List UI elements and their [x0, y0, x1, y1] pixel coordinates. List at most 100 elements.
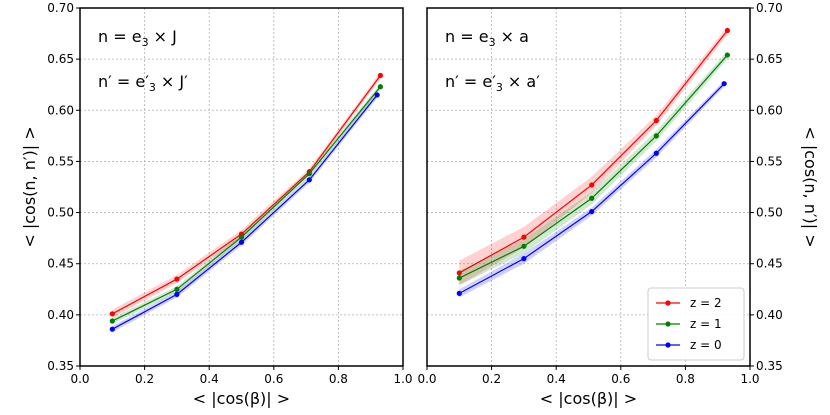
- data-point: [653, 117, 659, 124]
- y-tick-label: 0.60: [47, 103, 74, 117]
- data-point: [374, 92, 380, 98]
- series-z0: [109, 91, 380, 333]
- y-tick-label: 0.45: [756, 257, 783, 271]
- y-axis-label: < |cos(n, n′)| >: [20, 126, 39, 247]
- legend-label: z = 0: [690, 338, 722, 352]
- data-point: [306, 177, 312, 183]
- formula-line-1: n = e3 × J: [98, 27, 177, 49]
- x-tick-label: 1.0: [740, 372, 759, 386]
- x-tick-label: 0.8: [329, 372, 348, 386]
- formula-rhs: × a: [496, 27, 529, 46]
- x-axis-label: < |cos(β)| >: [540, 389, 637, 408]
- series-line: [112, 86, 381, 322]
- legend-label: z = 2: [690, 296, 722, 310]
- y-axis-label: < |cos(n, n′)| >: [801, 126, 820, 247]
- legend-marker: [665, 321, 671, 327]
- y-tick-label: 0.55: [756, 154, 783, 168]
- y-tick-label: 0.70: [47, 1, 74, 15]
- x-tick-label: 0.4: [200, 372, 219, 386]
- legend-item: z = 2: [656, 296, 722, 310]
- y-tick-label: 0.50: [47, 206, 74, 220]
- data-point: [521, 243, 527, 249]
- plot-frame: [426, 7, 751, 367]
- data-point: [653, 133, 659, 139]
- data-point: [109, 318, 115, 324]
- formula-lhs: n′ = e′: [445, 72, 496, 91]
- y-tick-label: 0.65: [47, 52, 74, 66]
- series-line: [459, 30, 728, 274]
- confidence-band: [112, 83, 381, 325]
- data-point: [174, 276, 180, 282]
- formula-subscript: 3: [142, 36, 149, 49]
- y-tick-label: 0.40: [47, 308, 74, 322]
- x-axis: 0.0 0.2 0.4 0.6 0.8 1.0: [417, 366, 760, 386]
- data-point: [377, 72, 383, 79]
- data-point: [456, 290, 462, 296]
- data-point: [174, 291, 180, 297]
- x-tick-label: 0.2: [135, 372, 154, 386]
- data-point: [589, 182, 595, 188]
- y-tick-label: 0.45: [47, 257, 74, 271]
- series-z1: [109, 83, 383, 325]
- panel-right: 0.0 0.2 0.4 0.6 0.8 1.00.350.400.450.500.550.…: [417, 1, 820, 408]
- series-z0: [456, 80, 727, 298]
- confidence-band: [459, 50, 728, 286]
- plot-frame: [79, 7, 404, 367]
- x-tick-label: 0.4: [547, 372, 566, 386]
- data-point: [238, 234, 245, 240]
- x-axis: 0.0 0.2 0.4 0.6 0.8 1.0: [70, 366, 413, 386]
- data-point: [589, 195, 595, 201]
- y-tick-label: 0.70: [756, 1, 783, 15]
- data-point: [456, 270, 462, 276]
- x-tick-label: 0.6: [611, 372, 630, 386]
- series-z2: [456, 26, 730, 286]
- x-tick-label: 1.0: [393, 372, 412, 386]
- panel-left: 0.0 0.2 0.4 0.6 0.8 1.00.350.400.450.500.550.…: [20, 1, 413, 408]
- data-point: [521, 256, 527, 262]
- formula-rhs: × a′: [503, 72, 540, 91]
- series-line: [112, 75, 381, 315]
- data-point: [377, 84, 383, 90]
- confidence-band: [459, 26, 728, 286]
- data-point: [721, 81, 727, 87]
- legend: z = 2 z = 1 z = 0: [647, 287, 745, 361]
- grid: [79, 7, 404, 367]
- y-axis: 0.35 0.40 0.45 0.50 0.55 0.60 0.65 0.70: [47, 1, 80, 373]
- data-point: [174, 286, 180, 292]
- legend-item: z = 1: [656, 317, 722, 331]
- formula-lhs: n′ = e′: [98, 72, 149, 91]
- legend-marker: [665, 300, 671, 306]
- y-tick-label: 0.65: [756, 52, 783, 66]
- formula-rhs: × J′: [156, 72, 188, 91]
- x-tick-label: 0.0: [70, 372, 89, 386]
- data-point: [306, 171, 312, 177]
- y-tick-label: 0.40: [756, 308, 783, 322]
- legend-label: z = 1: [690, 317, 722, 331]
- y-axis: 0.35 0.40 0.45 0.50 0.55 0.60 0.65 0.70: [750, 1, 783, 373]
- x-tick-label: 0.6: [264, 372, 283, 386]
- confidence-band: [112, 72, 381, 318]
- formula-lhs: n = e: [98, 27, 142, 46]
- formula-line-2: n′ = e′3 × J′: [98, 72, 188, 94]
- x-axis-label: < |cos(β)| >: [193, 389, 290, 408]
- formula-rhs: × J: [149, 27, 177, 46]
- legend-item: z = 0: [656, 338, 722, 352]
- formula-line-1: n = e3 × a: [445, 27, 529, 49]
- data-point: [653, 150, 659, 156]
- data-point: [456, 275, 462, 281]
- data-point: [724, 27, 730, 34]
- x-tick-label: 0.8: [676, 372, 695, 386]
- y-tick-label: 0.50: [756, 206, 783, 220]
- y-tick-label: 0.35: [756, 359, 783, 373]
- formula-lhs: n = e: [445, 27, 489, 46]
- formula-subscript: 3: [489, 36, 496, 49]
- data-point: [589, 208, 595, 215]
- series-z2: [109, 72, 383, 318]
- formula-subscript: 3: [149, 81, 156, 94]
- data-point: [521, 234, 527, 240]
- formula-subscript: 3: [496, 81, 503, 94]
- x-tick-label: 0.2: [482, 372, 501, 386]
- y-tick-label: 0.35: [47, 359, 74, 373]
- legend-box: [647, 287, 745, 361]
